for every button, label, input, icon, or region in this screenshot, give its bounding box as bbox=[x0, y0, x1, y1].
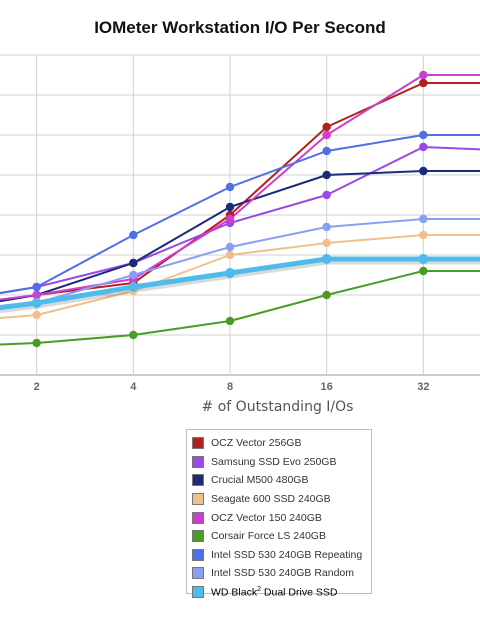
data-point bbox=[418, 254, 429, 264]
data-point bbox=[129, 270, 138, 280]
legend-swatch bbox=[192, 567, 204, 580]
legend-swatch bbox=[192, 530, 204, 543]
data-point bbox=[321, 254, 332, 264]
legend-swatch bbox=[192, 548, 204, 561]
x-tick-label: 2 bbox=[34, 381, 40, 393]
x-tick-label: 4 bbox=[130, 381, 137, 393]
data-point bbox=[419, 70, 428, 80]
data-point bbox=[128, 282, 139, 292]
legend-label: OCZ Vector 150 240GB bbox=[211, 511, 322, 524]
data-point bbox=[419, 230, 428, 240]
legend-label: Seagate 600 SSD 240GB bbox=[211, 493, 331, 506]
data-point bbox=[225, 214, 235, 224]
data-point bbox=[32, 310, 41, 320]
data-point bbox=[129, 258, 138, 268]
legend-swatch bbox=[192, 493, 204, 506]
data-point bbox=[322, 290, 331, 300]
data-point bbox=[322, 190, 331, 200]
data-point bbox=[322, 170, 331, 180]
legend-item: Crucial M500 480GB bbox=[192, 471, 371, 490]
data-point bbox=[419, 266, 428, 276]
legend-swatch bbox=[192, 511, 204, 524]
legend-item: Intel SSD 530 240GB Repeating bbox=[192, 546, 371, 565]
x-tick-label: 32 bbox=[417, 381, 429, 393]
legend-label: WD Black2 Dual Drive SSD bbox=[211, 585, 338, 599]
legend-item: WD Black2 Dual Drive SSD bbox=[192, 583, 371, 602]
data-point bbox=[225, 182, 235, 192]
data-point bbox=[322, 238, 331, 248]
data-point bbox=[31, 298, 42, 308]
legend-label: Intel SSD 530 240GB Repeating bbox=[211, 548, 363, 561]
data-point bbox=[419, 214, 428, 224]
data-point bbox=[322, 146, 331, 156]
data-point bbox=[32, 338, 41, 348]
data-point bbox=[419, 142, 428, 152]
legend-item: Corsair Force LS 240GB bbox=[192, 527, 371, 546]
data-point bbox=[322, 130, 331, 140]
legend-label: Corsair Force LS 240GB bbox=[211, 530, 326, 543]
data-point bbox=[322, 122, 331, 132]
legend-item: OCZ Vector 256GB bbox=[192, 434, 371, 453]
series-lines bbox=[0, 74, 480, 346]
data-point bbox=[419, 78, 428, 88]
data-point bbox=[322, 222, 331, 232]
legend-item: Samsung SSD Evo 250GB bbox=[192, 453, 371, 472]
data-point bbox=[225, 250, 235, 260]
data-point bbox=[225, 268, 235, 278]
legend-label: Samsung SSD Evo 250GB bbox=[211, 455, 337, 468]
data-point bbox=[129, 230, 138, 240]
legend-swatch bbox=[192, 586, 204, 599]
data-point bbox=[32, 290, 41, 300]
legend-item: OCZ Vector 150 240GB bbox=[192, 508, 371, 527]
data-point bbox=[32, 282, 41, 292]
legend-swatch bbox=[192, 437, 204, 450]
series-points bbox=[31, 70, 429, 348]
series-line-2 bbox=[0, 146, 480, 295]
legend-swatch bbox=[192, 474, 204, 487]
data-point bbox=[129, 330, 138, 340]
x-tick-label: 16 bbox=[321, 381, 333, 393]
legend-swatch bbox=[192, 455, 204, 468]
chart-legend: OCZ Vector 256GB Samsung SSD Evo 250GB Cru… bbox=[186, 429, 372, 598]
x-tick-label: 8 bbox=[227, 381, 233, 393]
x-tick-labels: 2 4 8 16 32 bbox=[34, 381, 430, 393]
data-point bbox=[225, 242, 235, 252]
legend-label: Crucial M500 480GB bbox=[211, 474, 309, 487]
legend-label: OCZ Vector 256GB bbox=[211, 437, 302, 450]
legend-label: Intel SSD 530 240GB Random bbox=[211, 567, 355, 580]
legend-item: Intel SSD 530 240GB Random bbox=[192, 564, 371, 583]
legend-item: Seagate 600 SSD 240GB bbox=[192, 490, 371, 509]
chart-grid bbox=[0, 54, 480, 376]
data-point bbox=[419, 166, 428, 176]
x-axis-label: # of Outstanding I/Os bbox=[201, 399, 354, 415]
chart-title: IOMeter Workstation I/O Per Second bbox=[94, 18, 386, 37]
data-point bbox=[225, 316, 235, 326]
data-point bbox=[225, 202, 235, 212]
data-point bbox=[419, 130, 428, 140]
